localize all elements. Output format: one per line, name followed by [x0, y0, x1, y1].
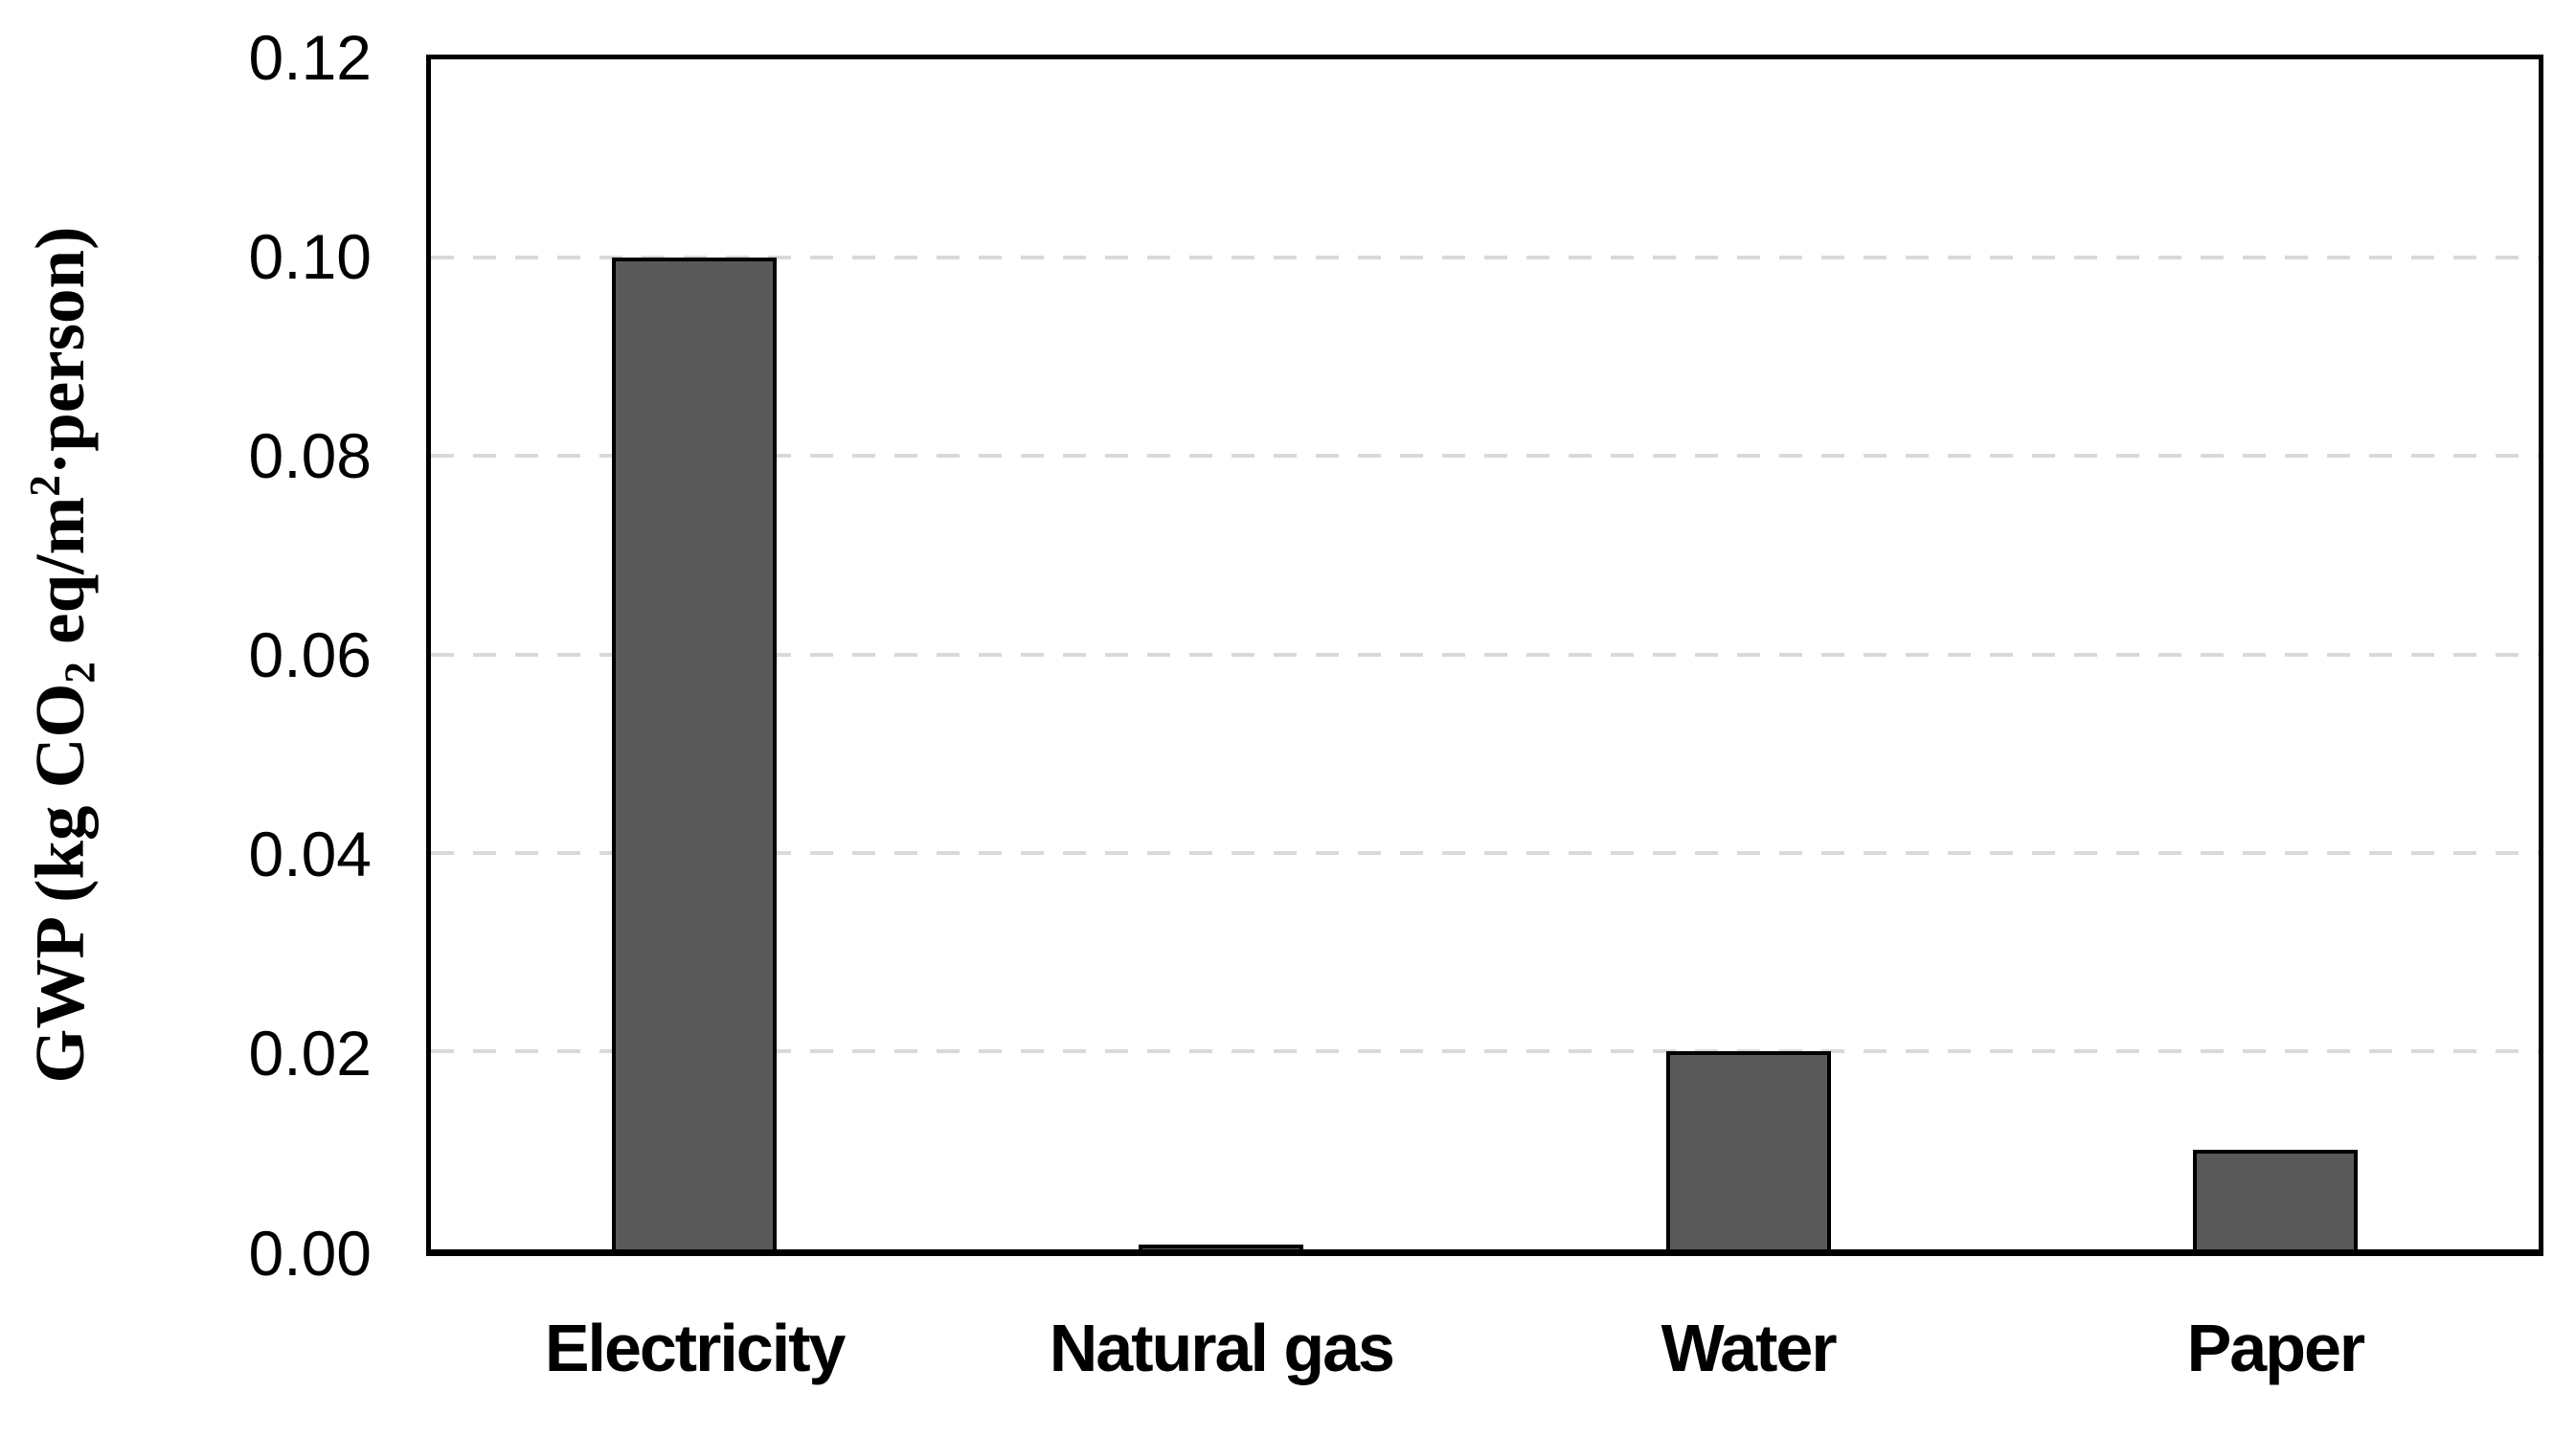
- x-axis-label-water: Water: [1661, 1311, 1838, 1385]
- y-tick-label-0.06: 0.06: [248, 619, 372, 690]
- x-axis-label-paper: Paper: [2186, 1311, 2366, 1385]
- plot-area: [426, 55, 2543, 1256]
- bar-natural-gas: [1139, 1244, 1304, 1249]
- y-tick-label-0.04: 0.04: [248, 819, 372, 890]
- y-tick-label-0.10: 0.10: [248, 220, 372, 292]
- x-axis-label-natural-gas: Natural gas: [1049, 1311, 1395, 1385]
- y-tick-label-0.12: 0.12: [248, 21, 372, 93]
- bar-paper: [2192, 1150, 2358, 1249]
- bar-electricity: [612, 258, 778, 1249]
- x-axis-label-electricity: Electricity: [544, 1311, 847, 1385]
- y-tick-label-0.08: 0.08: [248, 419, 372, 491]
- y-tick-label-0.00: 0.00: [248, 1217, 372, 1289]
- y-axis-title-superscript: 2: [21, 475, 70, 497]
- bar-water: [1665, 1050, 1831, 1249]
- y-tick-label-0.02: 0.02: [248, 1018, 372, 1089]
